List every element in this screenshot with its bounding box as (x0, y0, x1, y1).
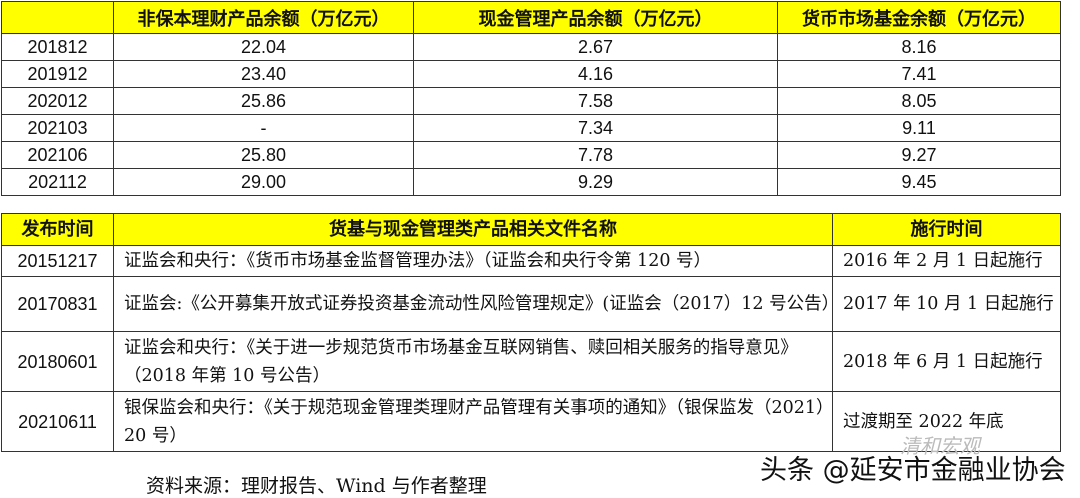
table-header-row: 非保本理财产品余额（万亿元） 现金管理产品余额（万亿元） 货币市场基金余额（万亿… (1, 1, 1061, 34)
table-header-row: 发布时间 货基与现金管理类产品相关文件名称 施行时间 (1, 213, 1061, 246)
header-cell: 非保本理财产品余额（万亿元） (113, 1, 414, 34)
table-cell: 202103 (1, 114, 114, 142)
document-name-cell: 证监会和央行：《关于进一步规范货币市场基金互联网销售、赎回相关服务的指导意见》（… (113, 331, 833, 392)
table-row: 201812 22.04 2.67 8.16 (1, 33, 1061, 61)
header-cell (1, 1, 114, 34)
table-row: 20210611 银保监会和央行：《关于规范现金管理类理财产品管理有关事项的通知》… (1, 391, 1061, 452)
table-row: 202012 25.86 7.58 8.05 (1, 87, 1061, 115)
header-cell: 货基与现金管理类产品相关文件名称 (113, 213, 833, 246)
table-cell: 9.11 (777, 114, 1061, 142)
header-cell: 货币市场基金余额（万亿元） (777, 1, 1061, 34)
table-cell: 9.29 (413, 168, 778, 196)
table-cell: 201812 (1, 33, 114, 61)
faint-watermark: 清和宏观 (900, 434, 980, 458)
document-name-cell: 证监会:《公开募集开放式证券投资基金流动性风险管理规定》(证监会（2017）12… (113, 276, 839, 332)
effective-date-cell: 2017 年 10 月 1 日起施行 (832, 276, 1061, 332)
date-cell: 20170831 (1, 276, 114, 332)
table-cell: 25.80 (113, 141, 414, 169)
header-cell: 施行时间 (832, 213, 1061, 246)
effective-date-cell: 2016 年 2 月 1 日起施行 (832, 245, 1061, 277)
table-row: 202112 29.00 9.29 9.45 (1, 168, 1061, 196)
effective-date-cell: 过渡期至 2022 年底 (832, 391, 1061, 452)
document-name-cell: 银保监会和央行：《关于规范现金管理类理财产品管理有关事项的通知》（银保监发（20… (113, 391, 833, 452)
table-cell: 8.05 (777, 87, 1061, 115)
table-cell: - (113, 114, 414, 142)
table-cell: 23.40 (113, 60, 414, 88)
table-cell: 7.34 (413, 114, 778, 142)
table-cell: 202012 (1, 87, 114, 115)
table-cell: 7.78 (413, 141, 778, 169)
source-note: 资料来源：理财报告、Wind 与作者整理 (146, 475, 487, 497)
table-cell: 202112 (1, 168, 114, 196)
table-cell: 9.45 (777, 168, 1061, 196)
table-cell: 202106 (1, 141, 114, 169)
table-cell: 7.41 (777, 60, 1061, 88)
watermark: 头条 @延安市金融业协会 (760, 455, 1066, 486)
table-cell: 22.04 (113, 33, 414, 61)
table-cell: 8.16 (777, 33, 1061, 61)
date-cell: 20151217 (1, 245, 114, 277)
table-cell: 2.67 (413, 33, 778, 61)
table-row: 20151217 证监会和央行：《货币市场基金监督管理办法》（证监会和央行令第 1… (1, 245, 1061, 277)
table-row: 20170831 证监会:《公开募集开放式证券投资基金流动性风险管理规定》(证监会… (1, 276, 1061, 332)
table-cell: 9.27 (777, 141, 1061, 169)
date-cell: 20180601 (1, 331, 114, 392)
table-row: 202106 25.80 7.78 9.27 (1, 141, 1061, 169)
table-cell: 4.16 (413, 60, 778, 88)
document-name-cell: 证监会和央行：《货币市场基金监督管理办法》（证监会和央行令第 120 号） (113, 245, 833, 277)
balance-table: 非保本理财产品余额（万亿元） 现金管理产品余额（万亿元） 货币市场基金余额（万亿… (1, 1, 1061, 196)
effective-date-cell: 2018 年 6 月 1 日起施行 (832, 331, 1061, 392)
header-cell: 现金管理产品余额（万亿元） (413, 1, 778, 34)
table-cell: 201912 (1, 60, 114, 88)
table-cell: 29.00 (113, 168, 414, 196)
table-row: 202103-7.34 9.11 (1, 114, 1061, 142)
table-cell: 7.58 (413, 87, 778, 115)
date-cell: 20210611 (1, 391, 114, 452)
header-cell: 发布时间 (1, 213, 114, 246)
table-row: 20180601 证监会和央行：《关于进一步规范货币市场基金互联网销售、赎回相关服… (1, 331, 1061, 392)
table-cell: 25.86 (113, 87, 414, 115)
table-row: 201912 23.40 4.16 7.41 (1, 60, 1061, 88)
documents-table: 发布时间 货基与现金管理类产品相关文件名称 施行时间 20151217 证监会和央… (1, 213, 1061, 452)
